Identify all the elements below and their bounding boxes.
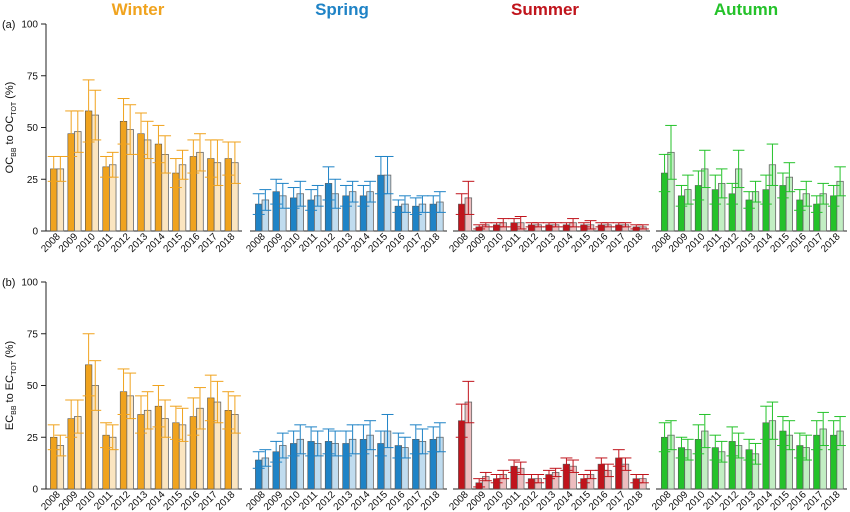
y-axis-label: OCBB to OCTOT (%) bbox=[4, 82, 18, 174]
y-axis-label-part: (%) bbox=[4, 341, 16, 361]
x-tick-label: 2018 bbox=[819, 231, 843, 255]
season-title-winter: Winter bbox=[112, 0, 165, 19]
season-group-winter: 2008200920102011201220132014201520162017… bbox=[39, 79, 242, 255]
x-tick-label: 2018 bbox=[419, 231, 443, 255]
season-title-summer: Summer bbox=[511, 0, 579, 19]
season-group-winter: 2008200920102011201220132014201520162017… bbox=[39, 333, 242, 512]
y-axis-label-subscript: TOT bbox=[11, 360, 18, 375]
y-tick-label: 100 bbox=[21, 278, 38, 289]
y-axis-label-part: to EC bbox=[4, 375, 16, 406]
x-tick-label: 2018 bbox=[622, 489, 646, 512]
season-group-autumn: 2008200920102011201220132014201520162017… bbox=[650, 124, 847, 255]
y-axis-label: ECBB to ECTOT (%) bbox=[4, 341, 18, 430]
panel-b: (b) 0 25 50 75 100 ECBB to ECTOT (%) 2008200920… bbox=[2, 277, 847, 512]
y-tick-label: 75 bbox=[27, 71, 39, 82]
x-tick-label: 2018 bbox=[419, 489, 443, 512]
season-group-spring: 2008200920102011201220132014201520162017… bbox=[244, 413, 447, 512]
x-tick-label: 2018 bbox=[819, 489, 843, 512]
y-tick-label: 25 bbox=[27, 175, 39, 186]
season-title-autumn: Autumn bbox=[714, 0, 778, 19]
y-axis-label-part: OC bbox=[4, 157, 16, 174]
y-tick-label: 50 bbox=[27, 381, 39, 392]
y-axis-label-subscript: BB bbox=[11, 405, 18, 415]
y-tick-label: 25 bbox=[27, 433, 39, 444]
panel-a: (a) 0 25 50 75 100 OCBB to OCTOT (%) 2008200920… bbox=[2, 19, 847, 255]
season-group-autumn: 2008200920102011201220132014201520162017… bbox=[650, 401, 847, 512]
x-tick-label: 2018 bbox=[214, 231, 238, 255]
x-tick-label: 2018 bbox=[622, 231, 646, 255]
y-tick-label: 75 bbox=[27, 329, 39, 340]
y-axis-label-part: to OC bbox=[4, 116, 16, 148]
y-tick-label: 50 bbox=[27, 123, 39, 134]
season-group-spring: 2008200920102011201220132014201520162017… bbox=[244, 155, 447, 255]
y-axis-label-part: EC bbox=[4, 415, 16, 430]
y-axis-label-part: (%) bbox=[4, 82, 16, 102]
x-tick-label: 2010 bbox=[482, 489, 506, 512]
y-axis-label-subscript: TOT bbox=[11, 101, 18, 116]
x-tick-label: 2010 bbox=[74, 489, 98, 512]
y-tick-label: 0 bbox=[32, 227, 38, 238]
season-title-spring: Spring bbox=[315, 0, 369, 19]
y-tick-label: 100 bbox=[21, 20, 38, 31]
y-tick-label: 0 bbox=[32, 485, 38, 496]
y-axis-label-subscript: BB bbox=[11, 147, 18, 157]
season-group-summer: 2008200920102011201220132014201520162017… bbox=[447, 180, 650, 255]
panel-label: (a) bbox=[2, 19, 15, 31]
panel-label: (b) bbox=[2, 277, 15, 289]
x-tick-label: 2010 bbox=[279, 489, 303, 512]
season-group-summer: 2008200920102011201220132014201520162017… bbox=[447, 380, 650, 512]
x-tick-label: 2018 bbox=[214, 489, 238, 512]
